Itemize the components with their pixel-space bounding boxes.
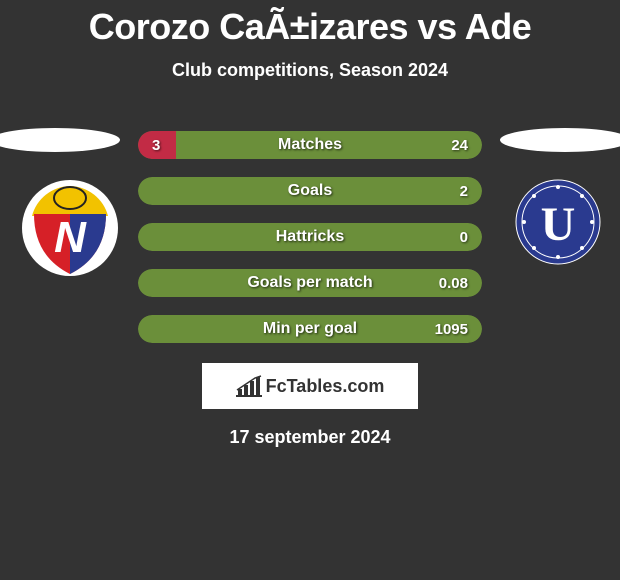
svg-text:N: N <box>54 213 87 262</box>
stat-right-value: 24 <box>451 137 468 154</box>
stat-right-value: 0.08 <box>439 275 468 292</box>
stat-label: Matches <box>138 136 482 154</box>
stat-row: 3Matches24 <box>138 131 482 159</box>
chart-bars-icon <box>236 375 262 397</box>
date: 17 september 2024 <box>0 427 620 448</box>
right-player-placeholder <box>500 128 620 152</box>
stat-label: Min per goal <box>138 320 482 338</box>
subtitle: Club competitions, Season 2024 <box>0 60 620 81</box>
stat-right-value: 1095 <box>435 321 468 338</box>
brand-text: FcTables.com <box>266 376 385 397</box>
stat-label: Goals per match <box>138 274 482 292</box>
stat-right-value: 2 <box>460 183 468 200</box>
stat-row: Hattricks0 <box>138 223 482 251</box>
page-title: Corozo CaÃ±izares vs Ade <box>0 0 620 48</box>
stat-row: Goals per match0.08 <box>138 269 482 297</box>
stat-label: Hattricks <box>138 228 482 246</box>
stat-row: Min per goal1095 <box>138 315 482 343</box>
stat-right-value: 0 <box>460 229 468 246</box>
stat-row: Goals2 <box>138 177 482 205</box>
stat-label: Goals <box>138 182 482 200</box>
svg-text:U: U <box>541 198 576 251</box>
brand-box[interactable]: FcTables.com <box>202 363 418 409</box>
right-team-logo: U <box>514 178 602 266</box>
left-team-logo: N <box>20 178 120 278</box>
